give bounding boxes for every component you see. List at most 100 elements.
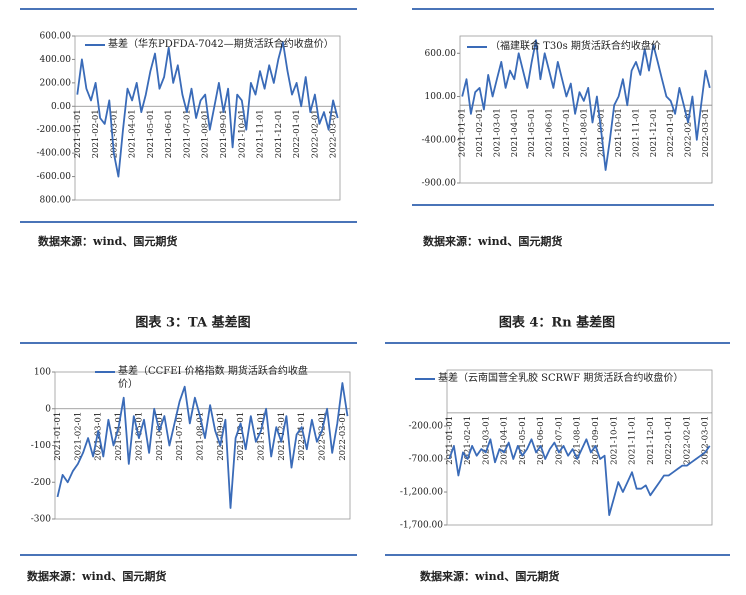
x-tick-label: 2022-01-01 bbox=[292, 109, 302, 158]
x-tick-label: 2021-07-01 bbox=[562, 108, 572, 157]
series-line bbox=[76, 41, 339, 178]
y-tick-label: -400.00 bbox=[36, 149, 71, 159]
series-line bbox=[56, 382, 349, 509]
x-tick-label: 2021-12-01 bbox=[649, 108, 659, 157]
source-note: 数据来源：wind、国元期货 bbox=[27, 569, 166, 583]
x-tick-label: 2021-01-01 bbox=[53, 412, 63, 461]
x-tick-label: 2022-03-01 bbox=[338, 412, 348, 461]
x-tick-label: 2022-01-01 bbox=[666, 108, 676, 157]
x-tick-label: 2021-06-01 bbox=[155, 412, 165, 461]
x-tick-label: 2021-12-01 bbox=[646, 416, 656, 465]
x-tick-label: 2022-02-01 bbox=[310, 109, 320, 158]
x-tick-label: 2021-02-01 bbox=[91, 109, 101, 158]
x-tick-label: 2021-04-01 bbox=[510, 108, 520, 157]
x-tick-label: 2022-02-01 bbox=[684, 108, 694, 157]
y-tick-label: -200.00 bbox=[36, 125, 71, 135]
x-tick-label: 2021-04-01 bbox=[500, 416, 510, 465]
legend-label: （福建联合 T30s 期货活跃合约收盘价 bbox=[490, 41, 661, 52]
y-tick-label: -200.00 bbox=[408, 422, 443, 432]
y-tick-label: 800.00 bbox=[40, 196, 72, 206]
x-tick-label: 2021-09-01 bbox=[219, 109, 229, 158]
x-tick-label: 2021-01-01 bbox=[73, 109, 83, 158]
x-tick-label: 2021-01-01 bbox=[458, 108, 468, 157]
legend-label: 基差（华东PDFDA-7042—期货活跃合约收盘价） bbox=[108, 39, 334, 50]
x-tick-label: 2022-01-01 bbox=[297, 412, 307, 461]
x-tick-label: 2022-03-01 bbox=[329, 109, 339, 158]
x-tick-label: 2021-09-01 bbox=[591, 416, 601, 465]
x-tick-label: 2021-10-01 bbox=[609, 416, 619, 465]
x-tick-label: 2022-03-01 bbox=[701, 108, 711, 157]
series-line bbox=[461, 39, 711, 171]
x-tick-label: 2022-01-01 bbox=[664, 416, 674, 465]
x-tick-label: 2021-11-01 bbox=[628, 416, 638, 465]
y-tick-label: 200.00 bbox=[40, 78, 72, 88]
x-tick-label: 2021-08-01 bbox=[201, 109, 211, 158]
x-tick-label: 2021-03-01 bbox=[109, 109, 119, 158]
x-tick-label: 2021-04-01 bbox=[114, 412, 124, 461]
x-tick-label: 2022-02-01 bbox=[682, 416, 692, 465]
x-tick-label: 2021-02-01 bbox=[463, 416, 473, 465]
legend-box: 基差（CCFEI 价格指数 期货活跃合约收盘价） bbox=[118, 366, 308, 390]
x-tick-label: 2021-11-01 bbox=[256, 109, 266, 158]
x-tick-label: 2021-08-01 bbox=[579, 108, 589, 157]
x-tick-label: 2021-12-01 bbox=[274, 109, 284, 158]
y-tick-label: -300 bbox=[31, 515, 51, 525]
y-tick-label: 0 bbox=[45, 404, 51, 414]
x-tick-label: 2021-11-01 bbox=[256, 412, 266, 461]
y-tick-label: 400.00 bbox=[40, 55, 72, 65]
y-tick-label: -100 bbox=[31, 441, 51, 451]
plot-border bbox=[446, 369, 713, 526]
x-tick-label: 2021-05-01 bbox=[146, 109, 156, 158]
plot-border bbox=[459, 35, 713, 184]
x-tick-label: 2021-10-01 bbox=[236, 412, 246, 461]
x-tick-label: 2021-01-01 bbox=[445, 416, 455, 465]
y-tick-label: -700.00 bbox=[408, 455, 443, 465]
legend-box: 基差（云南国营全乳胶 SCRWF 期货活跃合约收盘价） bbox=[438, 373, 684, 384]
x-tick-label: 2021-05-01 bbox=[518, 416, 528, 465]
chart-title: 图表 4：Rn 基差图 bbox=[499, 315, 615, 331]
y-tick-label: -400.00 bbox=[421, 135, 456, 145]
x-tick-label: 2021-11-01 bbox=[631, 108, 641, 157]
y-tick-label: 600.00 bbox=[40, 32, 72, 42]
plot-border bbox=[74, 35, 341, 201]
y-tick-label: 100.00 bbox=[425, 92, 457, 102]
y-tick-label: -600.00 bbox=[36, 172, 71, 182]
x-tick-label: 2022-03-01 bbox=[701, 416, 711, 465]
legend-box: （福建联合 T30s 期货活跃合约收盘价 bbox=[490, 41, 661, 52]
x-tick-label: 2021-03-01 bbox=[492, 108, 502, 157]
y-tick-label: -200 bbox=[31, 478, 51, 488]
y-tick-label: -900.00 bbox=[421, 179, 456, 189]
y-tick-label: 0.00 bbox=[51, 102, 71, 112]
y-tick-label: 100 bbox=[34, 368, 51, 378]
x-tick-label: 2021-02-01 bbox=[475, 108, 485, 157]
y-tick-label: -1,700.00 bbox=[400, 521, 443, 531]
legend-box: 基差（华东PDFDA-7042—期货活跃合约收盘价） bbox=[108, 39, 334, 50]
x-tick-label: 2021-07-01 bbox=[554, 416, 564, 465]
x-tick-label: 2021-08-01 bbox=[195, 412, 205, 461]
x-tick-label: 2021-10-01 bbox=[237, 109, 247, 158]
y-tick-label: -1,200.00 bbox=[400, 488, 443, 498]
x-tick-label: 2021-07-01 bbox=[175, 412, 185, 461]
x-tick-label: 2021-06-01 bbox=[545, 108, 555, 157]
x-tick-label: 2021-03-01 bbox=[481, 416, 491, 465]
x-tick-label: 2021-02-01 bbox=[73, 412, 83, 461]
x-tick-label: 2021-06-01 bbox=[164, 109, 174, 158]
source-note: 数据来源：wind、国元期货 bbox=[420, 569, 559, 583]
source-note: 数据来源：wind、国元期货 bbox=[423, 234, 562, 248]
y-tick-label: 600.00 bbox=[425, 49, 457, 59]
chart-title: 图表 3：TA 基差图 bbox=[135, 315, 250, 331]
x-tick-label: 2021-10-01 bbox=[614, 108, 624, 157]
series-line bbox=[448, 438, 711, 516]
x-tick-label: 2021-04-01 bbox=[128, 109, 138, 158]
x-tick-label: 2021-09-01 bbox=[216, 412, 226, 461]
x-tick-label: 2021-07-01 bbox=[182, 109, 192, 158]
x-tick-label: 2021-06-01 bbox=[536, 416, 546, 465]
source-note: 数据来源：wind、国元期货 bbox=[38, 234, 177, 248]
legend-label: 基差（CCFEI 价格指数 期货活跃合约收盘价） bbox=[118, 366, 308, 390]
x-tick-label: 2022-02-01 bbox=[318, 412, 328, 461]
x-tick-label: 2021-08-01 bbox=[573, 416, 583, 465]
legend-label: 基差（云南国营全乳胶 SCRWF 期货活跃合约收盘价） bbox=[438, 373, 684, 384]
x-tick-label: 2021-05-01 bbox=[527, 108, 537, 157]
